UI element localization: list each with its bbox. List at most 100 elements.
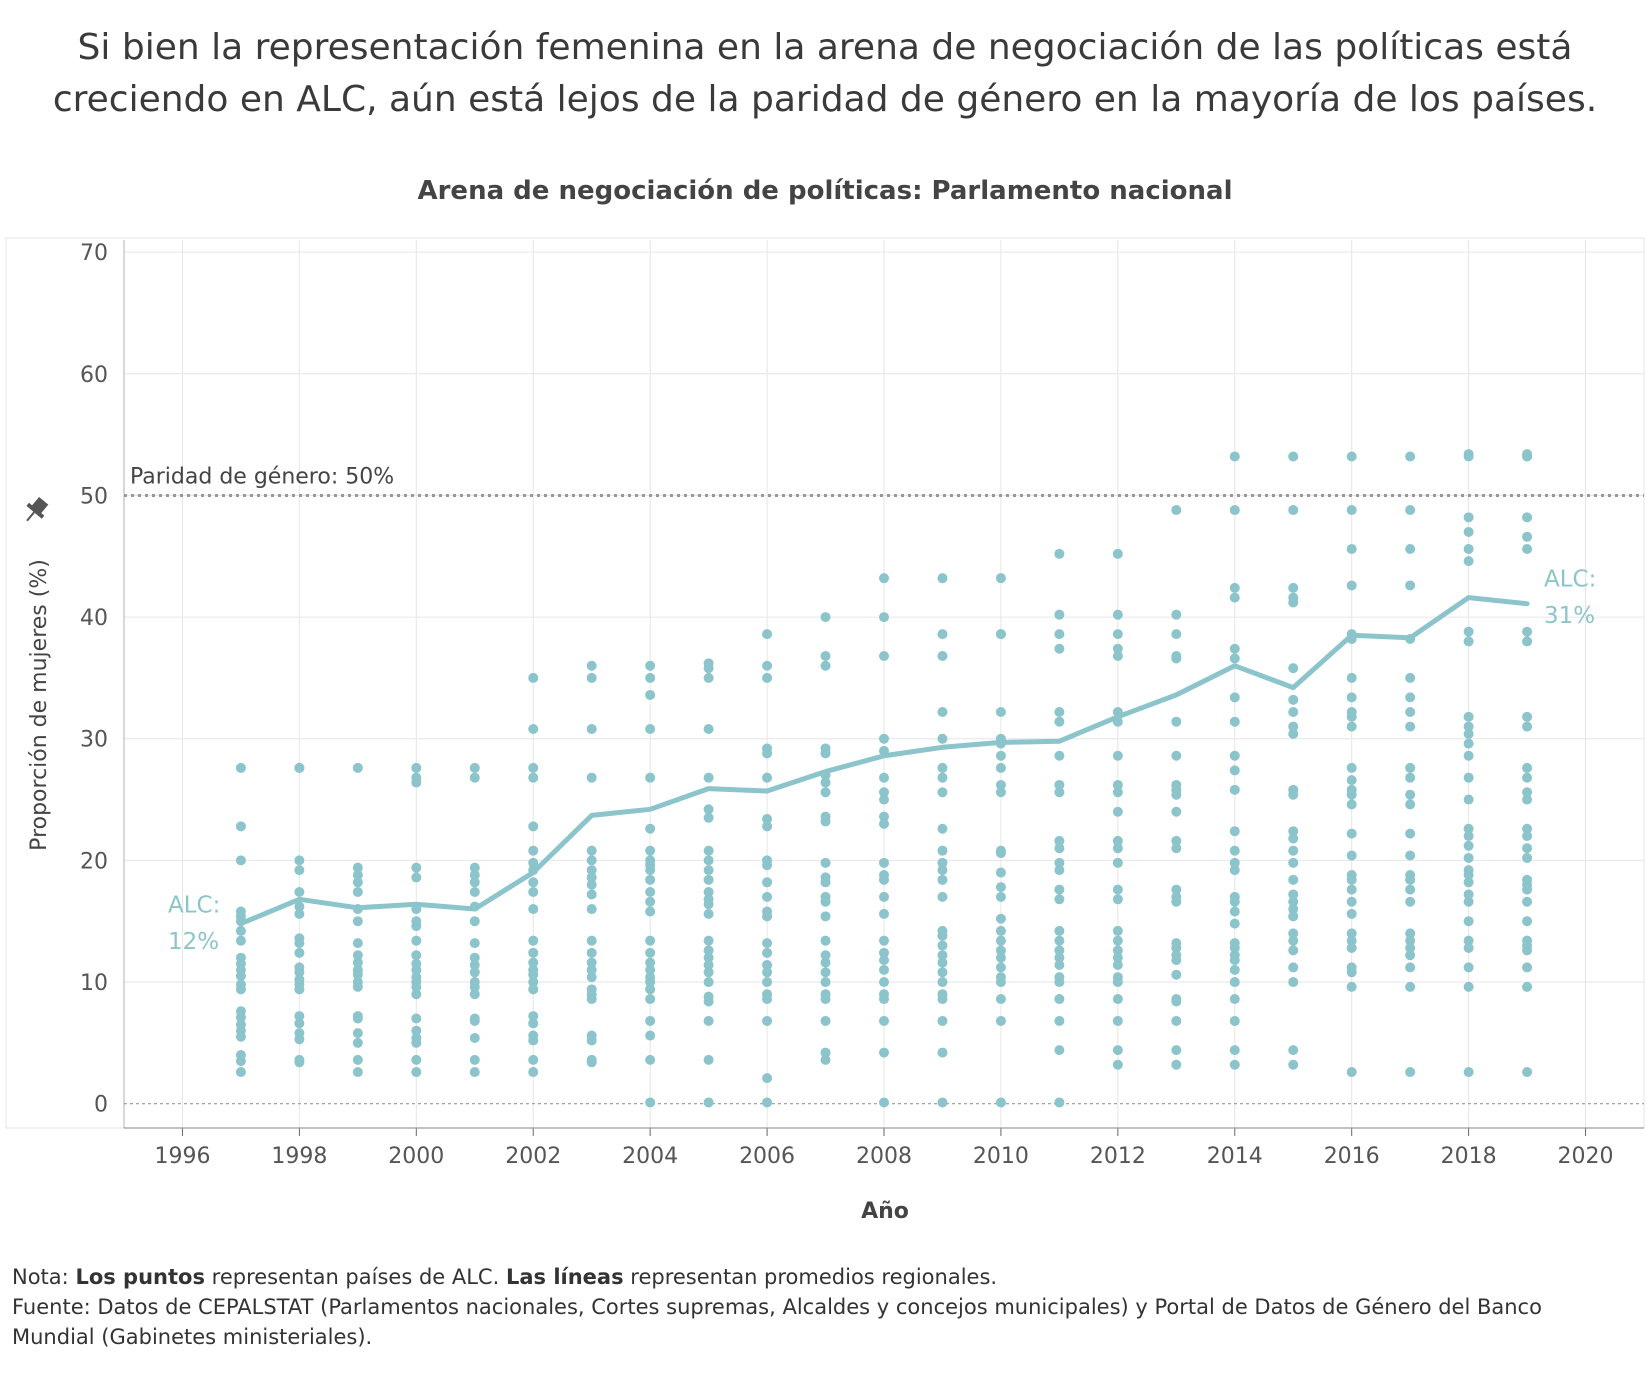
- country-point: [1405, 789, 1416, 800]
- end-label-line-1: ALC:: [1544, 567, 1596, 593]
- country-point: [235, 935, 246, 946]
- country-point: [1405, 772, 1416, 783]
- country-point: [1171, 1045, 1182, 1056]
- country-point: [937, 1015, 948, 1026]
- country-point: [1405, 850, 1416, 861]
- headline-line-1: Si bien la representación femenina en la…: [77, 27, 1573, 68]
- country-point: [411, 989, 422, 1000]
- country-point: [1288, 896, 1299, 907]
- country-point: [1405, 950, 1416, 961]
- country-point: [1229, 451, 1240, 462]
- country-point: [879, 955, 889, 966]
- country-point: [235, 762, 246, 773]
- country-point: [1054, 857, 1065, 868]
- country-point: [528, 672, 539, 683]
- country-point: [294, 908, 305, 919]
- country-point: [528, 1067, 539, 1078]
- country-point: [995, 952, 1006, 963]
- country-point: [937, 733, 948, 744]
- country-point: [586, 879, 597, 890]
- country-point: [995, 891, 1006, 902]
- country-point: [1288, 962, 1299, 973]
- y-tick-label: 30: [80, 728, 108, 753]
- country-point: [1171, 653, 1182, 664]
- country-point: [469, 967, 480, 978]
- country-point: [1229, 582, 1240, 593]
- country-point: [703, 1015, 714, 1026]
- country-point: [1171, 750, 1182, 761]
- country-point: [352, 887, 363, 898]
- country-point: [645, 1015, 656, 1026]
- country-point: [586, 889, 597, 900]
- country-point: [1054, 925, 1065, 936]
- country-point: [879, 857, 889, 868]
- country-point: [1288, 928, 1299, 939]
- x-tick-label: 2008: [856, 1144, 912, 1169]
- country-point: [1229, 750, 1240, 761]
- country-point: [879, 733, 889, 744]
- country-point: [1288, 789, 1299, 800]
- country-point: [645, 845, 656, 856]
- country-point: [937, 1047, 948, 1058]
- country-point: [469, 952, 480, 963]
- country-point: [586, 904, 597, 915]
- country-point: [1522, 884, 1533, 895]
- country-point: [703, 945, 714, 956]
- country-point: [820, 911, 831, 922]
- country-point: [703, 935, 714, 946]
- country-point: [1522, 981, 1533, 992]
- country-point: [1463, 738, 1474, 749]
- x-tick-label: 1996: [154, 1144, 210, 1169]
- country-point: [1405, 692, 1416, 703]
- country-point: [995, 925, 1006, 936]
- country-point: [995, 867, 1006, 878]
- country-point: [1229, 955, 1240, 966]
- country-point: [586, 1057, 597, 1068]
- y-axis-title: Proporción de mujeres (%): [27, 559, 52, 851]
- country-point: [937, 977, 948, 988]
- country-point: [235, 970, 246, 981]
- country-point: [1171, 1015, 1182, 1026]
- country-point: [1054, 994, 1065, 1005]
- country-point: [1346, 828, 1357, 839]
- country-point: [820, 1054, 831, 1065]
- country-point: [762, 891, 773, 902]
- country-point: [1405, 580, 1416, 591]
- country-point: [1171, 996, 1182, 1007]
- country-point: [1522, 787, 1533, 798]
- country-point: [586, 672, 597, 683]
- country-point: [235, 821, 246, 832]
- country-point: [1112, 959, 1123, 970]
- country-point: [1288, 889, 1299, 900]
- country-point: [645, 906, 656, 917]
- country-point: [703, 908, 714, 919]
- country-point: [586, 972, 597, 983]
- country-point: [528, 1018, 539, 1029]
- regional-average-line: [238, 595, 1530, 927]
- country-point: [469, 959, 480, 970]
- points-layer: [235, 449, 1533, 1108]
- country-point: [762, 911, 773, 922]
- chart-title: Arena de negociación de políticas: Parla…: [417, 176, 1233, 206]
- country-point: [1054, 865, 1065, 876]
- source-line-2: Mundial (Gabinetes ministeriales).: [12, 1325, 373, 1349]
- country-point: [1054, 609, 1065, 620]
- country-point: [820, 1015, 831, 1026]
- country-point: [1346, 874, 1357, 885]
- country-point: [411, 950, 422, 961]
- country-point: [1346, 935, 1357, 946]
- country-point: [469, 877, 480, 888]
- country-point: [1054, 779, 1065, 790]
- country-point: [1346, 775, 1357, 786]
- country-point: [820, 660, 831, 671]
- country-point: [528, 969, 539, 980]
- country-point: [1346, 981, 1357, 992]
- country-point: [1112, 857, 1123, 868]
- country-point: [1229, 784, 1240, 795]
- country-point: [352, 877, 363, 888]
- country-point: [645, 1030, 656, 1041]
- country-point: [703, 952, 714, 963]
- country-point: [1112, 750, 1123, 761]
- country-point: [1346, 908, 1357, 919]
- country-point: [469, 869, 480, 880]
